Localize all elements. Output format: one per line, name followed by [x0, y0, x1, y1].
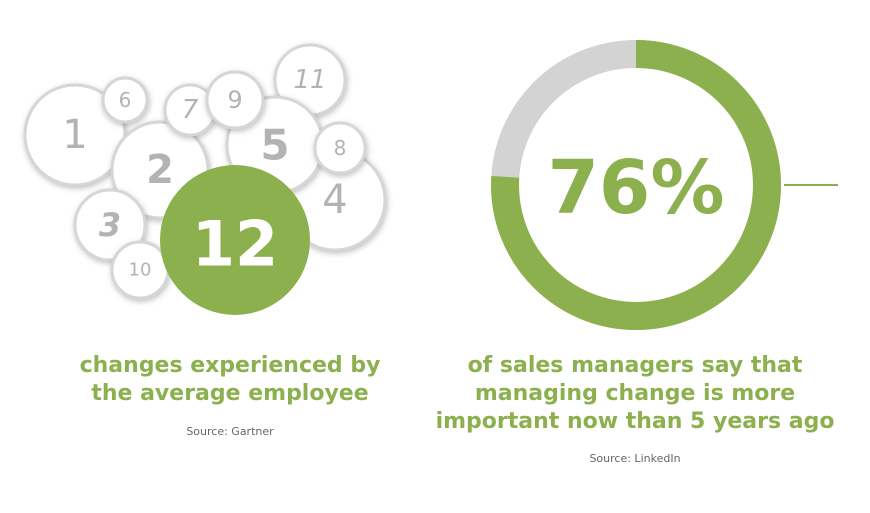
- caption: the average employee: [91, 381, 368, 406]
- highlight-bubble: [160, 165, 310, 315]
- bubble-label: 8: [334, 136, 347, 160]
- bubble-label: 9: [227, 86, 242, 114]
- bubble-label: 7: [182, 95, 199, 125]
- donut-arc: [491, 40, 781, 330]
- bubble-label: 5: [260, 121, 289, 170]
- caption: important now than 5 years ago: [436, 409, 835, 434]
- bubble-label: 2: [146, 147, 174, 193]
- donut-label: 76%: [547, 145, 724, 231]
- source: Source: LinkedIn: [589, 452, 680, 465]
- highlight-number: 12: [192, 208, 278, 281]
- bubble-label: 10: [129, 260, 152, 281]
- bubble: [101, 76, 149, 124]
- bubble-label: 6: [119, 88, 132, 112]
- caption: managing change is more: [475, 381, 795, 406]
- bubble: [313, 121, 367, 175]
- bubble-label: 1: [62, 112, 87, 158]
- bubble-label: 11: [293, 65, 326, 95]
- bubble: [73, 188, 147, 262]
- bubble-cluster: 4 11 1 6 2 7 5 9 8 3 10 12: [23, 43, 387, 315]
- bubble-label: 4: [322, 177, 347, 223]
- caption: changes experienced by: [80, 353, 381, 378]
- caption: of sales managers say that: [468, 353, 803, 378]
- bubble: [205, 70, 265, 130]
- source: Source: Gartner: [186, 425, 274, 438]
- bubble-label: 3: [99, 206, 121, 244]
- donut: 76%: [491, 40, 781, 330]
